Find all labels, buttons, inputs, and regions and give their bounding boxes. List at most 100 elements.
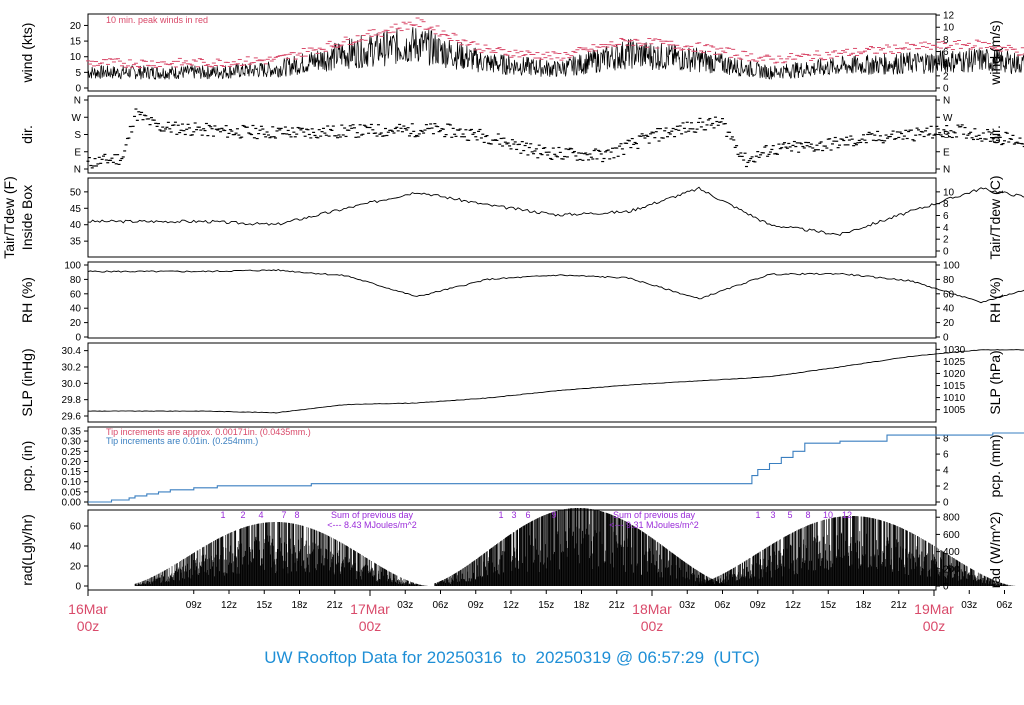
slp-right-tick-label: 1025	[943, 357, 966, 368]
wind-right-tick-label: 10	[943, 23, 955, 34]
rad-summary-line1: Sum of previous day	[331, 510, 414, 520]
pcp-axis-label: pcp. (in)	[19, 441, 35, 492]
temp-axis-label: Tair/Tdew (F)	[1, 176, 17, 258]
x-tick-label: 15z	[538, 600, 554, 611]
slp-left-tick-label: 29.8	[62, 395, 82, 406]
pcp-left-tick-label: 0.25	[62, 447, 82, 458]
pcp-left-tick-label: 0.30	[62, 437, 82, 448]
x-date-hour: 00z	[641, 618, 664, 634]
panel-frame-slp	[88, 343, 936, 422]
pcp-left-tick-label: 0.35	[62, 427, 82, 438]
rh-right-tick-label: 100	[943, 261, 960, 272]
rh-series-line	[88, 270, 1024, 303]
slp-right-axis-label: SLP (hPa)	[987, 350, 1003, 414]
rad-hour-mark: 6	[525, 510, 530, 520]
slp-left-tick-label: 30.0	[62, 379, 82, 390]
pcp-left-tick-label: 0.20	[62, 457, 82, 468]
wind-right-tick-label: 0	[943, 84, 949, 95]
x-tick-label: 03z	[397, 600, 413, 611]
rad-hour-mark: 3	[511, 510, 516, 520]
temp-left-tick-label: 40	[70, 220, 82, 231]
slp-left-tick-label: 30.2	[62, 362, 82, 373]
rad-left-tick-label: 60	[70, 522, 82, 533]
rad-left-tick-label: 40	[70, 542, 82, 553]
x-tick-label: 21z	[327, 600, 343, 611]
rad-hour-mark: 12	[842, 510, 852, 520]
rh-right-tick-label: 0	[943, 333, 949, 344]
x-date-label: 16Mar	[68, 601, 108, 617]
x-tick-label: 18z	[855, 600, 871, 611]
pcp-note-tip: Tip increments are 0.01in. (0.254mm.)	[106, 436, 258, 446]
x-tick-label: 21z	[891, 600, 907, 611]
rad-right-tick-label: 600	[943, 530, 960, 541]
wind-left-tick-label: 5	[75, 68, 81, 79]
peak-wind-marks	[86, 18, 1024, 68]
rad-hour-mark: 1	[755, 510, 760, 520]
rh-axis-label: RH (%)	[19, 277, 35, 323]
slp-right-tick-label: 1005	[943, 405, 966, 416]
rad-axis-label: rad(Lgly/hr)	[19, 514, 35, 586]
x-tick-label: 21z	[609, 600, 625, 611]
x-date-hour: 00z	[359, 618, 382, 634]
x-tick-label: 12z	[785, 600, 801, 611]
slp-axis-label: SLP (inHg)	[19, 348, 35, 416]
wind-left-tick-label: 15	[70, 37, 82, 48]
rh-left-tick-label: 80	[70, 275, 82, 286]
rh-left-tick-label: 60	[70, 289, 82, 300]
rad-summary-line1: Sum of previous day	[613, 510, 696, 520]
rh-right-tick-label: 20	[943, 318, 955, 329]
rad-hour-mark: 5	[787, 510, 792, 520]
wind-left-tick-label: 20	[70, 21, 82, 32]
slp-left-tick-label: 29.6	[62, 412, 82, 423]
temp-series-line	[88, 187, 1024, 235]
dir-axis-label: dir.	[19, 125, 35, 144]
wind-right-tick-label: 12	[943, 11, 955, 22]
temp-right-tick-label: 10	[943, 187, 955, 198]
footer-at: @	[616, 648, 633, 667]
x-tick-label: 15z	[820, 600, 836, 611]
x-tick-label: 06z	[996, 600, 1012, 611]
footer-title: UW Rooftop Data for 20250316 to 20250319…	[0, 648, 1024, 668]
x-date-hour: 00z	[77, 618, 100, 634]
slp-series-line	[88, 350, 1024, 413]
wind-axis-label: wind (kts)	[19, 23, 35, 84]
rad-summary-line2: <--- 8.43 MJoules/m^2	[327, 520, 417, 530]
footer-to: to	[512, 648, 526, 667]
x-date-hour: 00z	[923, 618, 946, 634]
wind-left-tick-label: 0	[75, 84, 81, 95]
rad-right-axis-label: rad (W/m^2)	[987, 512, 1003, 589]
slp-right-tick-label: 1010	[943, 393, 966, 404]
x-date-label: 17Mar	[350, 601, 390, 617]
rad-summary-line2: <--- 9.31 MJoules/m^2	[609, 520, 699, 530]
rad-hour-mark: 4	[258, 510, 263, 520]
dir-left-tick-label: W	[72, 113, 82, 124]
pcp-left-tick-label: 0.10	[62, 477, 82, 488]
slp-right-tick-label: 1015	[943, 381, 966, 392]
dir-left-tick-label: S	[74, 130, 81, 141]
dir-marks	[87, 109, 1024, 168]
x-tick-label: 09z	[750, 600, 766, 611]
x-date-label: 19Mar	[914, 601, 954, 617]
pcp-right-tick-label: 4	[943, 466, 949, 477]
slp-right-tick-label: 1020	[943, 369, 966, 380]
x-tick-label: 03z	[679, 600, 695, 611]
dir-right-tick-label: N	[943, 96, 950, 107]
rad-left-tick-label: 0	[75, 582, 81, 593]
temp-left-tick-label: 50	[70, 187, 82, 198]
temp-right-tick-label: 0	[943, 247, 949, 258]
rh-left-tick-label: 100	[64, 261, 81, 272]
wind-left-tick-label: 10	[70, 52, 82, 63]
dir-left-tick-label: E	[74, 147, 81, 158]
rad-bars	[135, 508, 1016, 586]
panel-frame-dir	[88, 96, 936, 173]
x-tick-label: 12z	[221, 600, 237, 611]
dir-left-tick-label: N	[74, 165, 81, 176]
panel-frame-wind	[88, 14, 936, 91]
dir-right-tick-label: E	[943, 147, 950, 158]
x-date-label: 18Mar	[632, 601, 672, 617]
rad-hour-mark: 9	[551, 510, 556, 520]
footer-start-date: 20250316	[427, 648, 503, 667]
x-tick-label: 18z	[573, 600, 589, 611]
